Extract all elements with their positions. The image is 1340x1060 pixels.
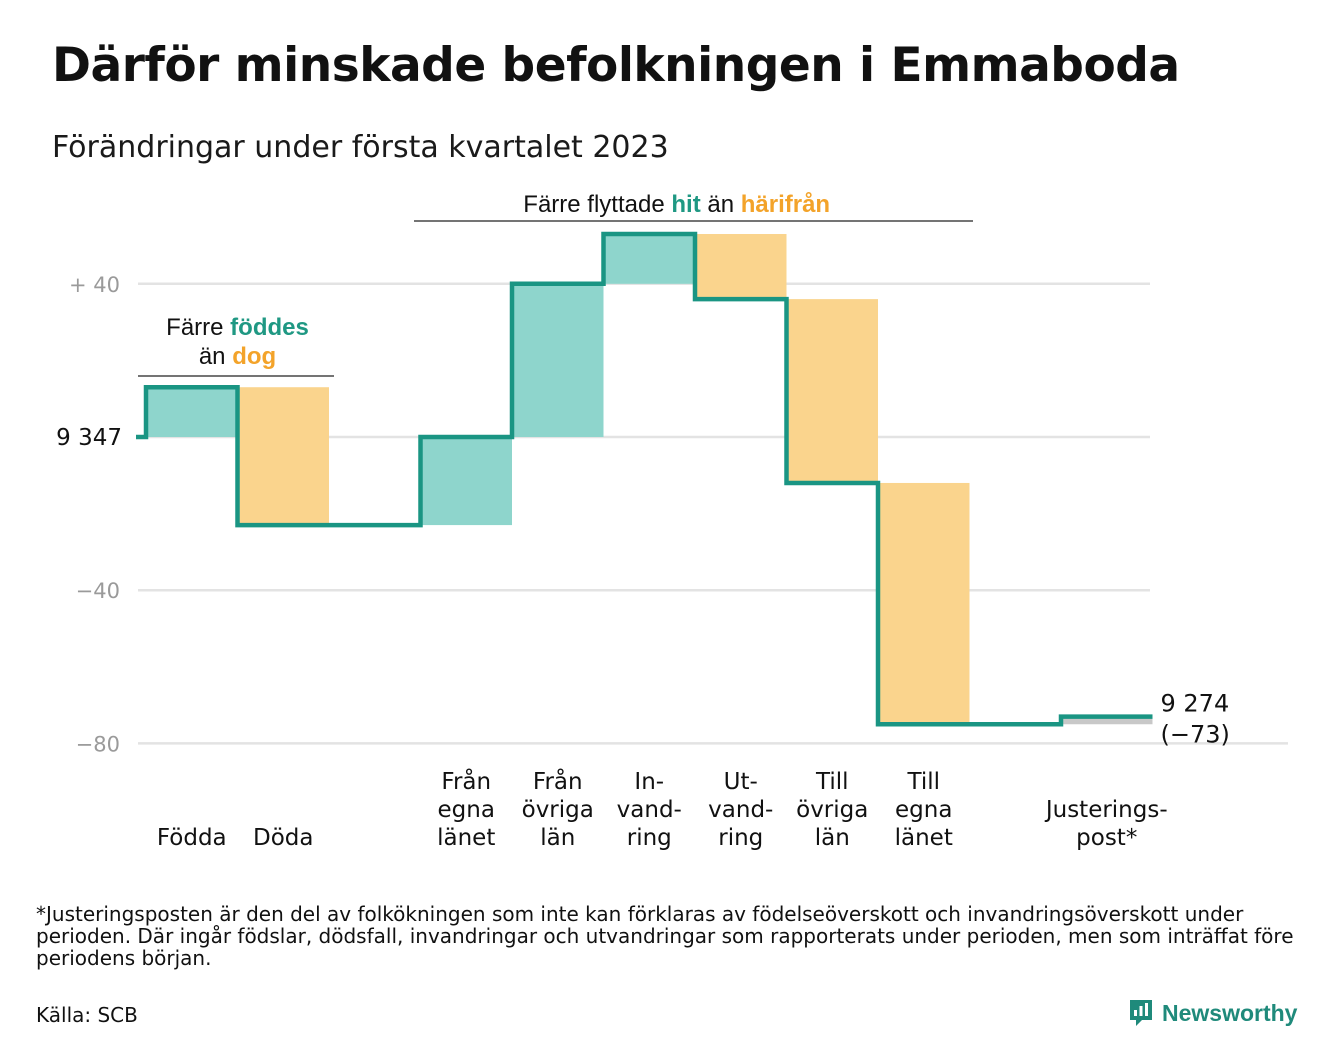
category-label: Döda [253, 825, 313, 851]
bar-från-egna-länet [420, 437, 512, 526]
category-label-line: vand- [708, 797, 773, 823]
bar-till-övriga-län [786, 299, 878, 483]
category-label-line: ring [627, 825, 672, 851]
footnote: *Justeringsposten är den del av folkökni… [36, 902, 1294, 970]
y-tick-label: −40 [76, 579, 120, 603]
category-label-line: Från [533, 767, 583, 795]
annotation-segment: hit [671, 191, 700, 218]
category-label-line: länet [437, 825, 495, 851]
end-labels: 9 347 9 274 (−73) [56, 425, 1230, 749]
y-tick-labels: + 40 −40 −80 [69, 273, 120, 757]
category-label: Till egna länet [895, 769, 953, 851]
annotation-segment: Färre flyttade [523, 191, 671, 218]
category-label: Födda [157, 825, 227, 851]
brand-logo: Newsworthy [1128, 998, 1297, 1028]
chart-subtitle: Förändringar under första kvartalet 2023 [52, 130, 669, 165]
category-label-line: egna [895, 797, 952, 823]
annotation-segment: dog [232, 343, 276, 370]
category-label-line: Födda [157, 825, 227, 851]
annotation-segment: än [701, 191, 741, 218]
end-value-label: 9 274 [1161, 690, 1230, 718]
category-label-line: ring [718, 825, 763, 851]
newsworthy-logo-icon [1130, 1000, 1152, 1026]
brand-name: Newsworthy [1162, 999, 1298, 1026]
annotation-segment: Färre [166, 314, 230, 341]
category-label: Ut-vand-ring [708, 769, 773, 851]
category-label-line: Ut- [724, 769, 758, 795]
bar-ut-vand-ring [695, 234, 787, 300]
annotation-text: Färre föddes [166, 314, 309, 341]
start-value-label: 9 347 [56, 425, 122, 451]
bar-justerings-post- [1061, 716, 1153, 725]
category-label: Från egna länet [437, 767, 495, 851]
category-label: Till övriga län [796, 769, 868, 851]
annotation-segment: än [199, 343, 232, 370]
category-label: Från övriga län [522, 767, 594, 851]
annotation-text: än dog [199, 343, 276, 370]
category-label-line: övriga [522, 797, 594, 823]
category-label-line: In- [634, 769, 664, 795]
annotation-segment: föddes [230, 314, 309, 341]
y-tick-label: + 40 [69, 273, 120, 297]
category-label-line: post* [1076, 825, 1137, 851]
category-label-line: vand- [617, 797, 682, 823]
bar-födda [146, 387, 238, 437]
end-change-label: (−73) [1161, 721, 1230, 749]
category-label-line: län [815, 825, 850, 851]
annotation-text: Färre flyttade hit än härifrån [523, 191, 830, 218]
category-label-line: Döda [253, 825, 313, 851]
category-label: Justerings-post* [1044, 797, 1168, 851]
category-label: In-vand-ring [617, 769, 682, 851]
category-label-line: övriga [796, 797, 868, 823]
bar-döda [237, 387, 329, 526]
bar-från-övriga-län [512, 283, 604, 437]
category-label-line: egna [438, 797, 495, 823]
bar-in-vand-ring [603, 234, 695, 284]
bar-till-egna-länet [878, 482, 970, 725]
category-label-line: Justerings- [1044, 797, 1168, 823]
step-line-path [136, 231, 1153, 727]
category-label-line: länet [895, 825, 953, 851]
y-tick-label: −80 [76, 732, 120, 756]
category-label-line: Till [906, 769, 940, 795]
annotation-segment: härifrån [741, 191, 830, 218]
category-label-line: län [540, 825, 575, 851]
category-label-line: Från [441, 767, 491, 795]
chart-title: Därför minskade befolkningen i Emmaboda [52, 38, 1180, 93]
step-line [136, 231, 1153, 727]
source-label: Källa: SCB [36, 1003, 138, 1027]
category-label-line: Till [815, 769, 849, 795]
bars [146, 234, 1153, 725]
